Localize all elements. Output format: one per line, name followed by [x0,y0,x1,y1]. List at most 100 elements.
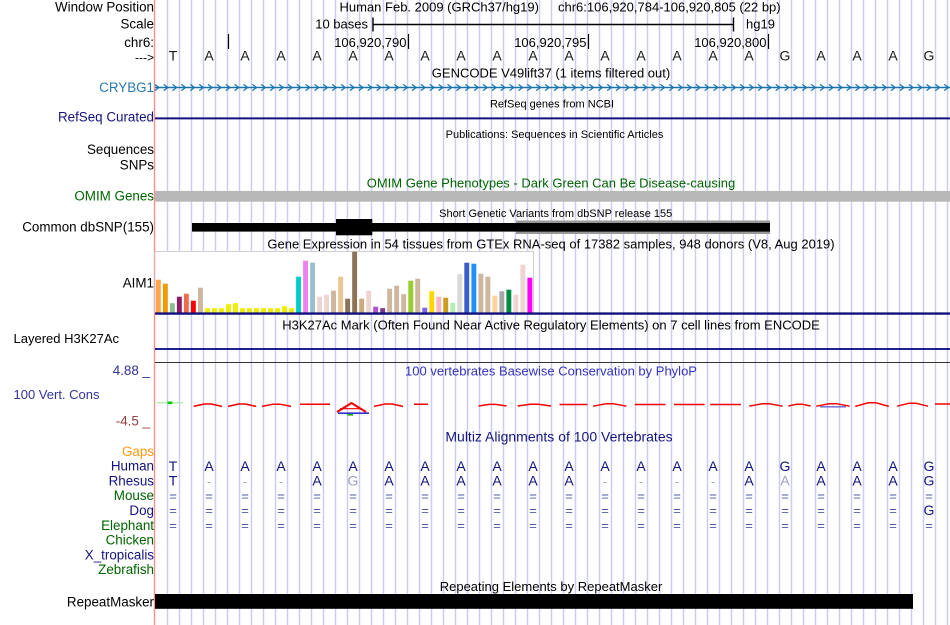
svg-text:A: A [564,473,574,489]
svg-text:chr6:106,920,784-106,920,805 (: chr6:106,920,784-106,920,805 (22 bp) [558,0,781,15]
svg-text:=: = [817,503,825,518]
svg-text:Gene Expression in 54 tissues: Gene Expression in 54 tissues from GTEx … [267,237,834,252]
svg-text:=: = [745,503,753,518]
svg-text:=: = [205,503,213,518]
svg-text:=: = [529,518,537,533]
svg-text:A: A [564,458,574,474]
svg-text:CRYBG1: CRYBG1 [99,80,154,95]
svg-text:A: A [492,473,502,489]
svg-text:-: - [603,475,607,489]
svg-text:OMIM Genes: OMIM Genes [74,189,154,204]
svg-text:=: = [781,488,789,503]
svg-text:=: = [169,518,177,533]
svg-text:=: = [673,518,681,533]
svg-text:=: = [817,518,825,533]
svg-text:Short Genetic Variants from db: Short Genetic Variants from dbSNP releas… [439,208,672,220]
svg-text:A: A [888,473,898,489]
svg-text:Scale: Scale [121,16,155,31]
svg-text:A: A [744,458,754,474]
svg-text:=: = [601,518,609,533]
svg-text:A: A [420,458,430,474]
svg-text:Sequences: Sequences [87,142,154,157]
svg-text:A: A [888,458,898,474]
svg-text:A: A [816,473,826,489]
svg-text:--->: ---> [135,51,154,65]
svg-text:-: - [675,475,679,489]
svg-text:=: = [925,518,933,533]
svg-text:A: A [852,458,862,474]
svg-text:A: A [384,47,394,63]
svg-text:A: A [888,47,898,63]
svg-text:=: = [709,503,717,518]
svg-text:G: G [924,458,935,474]
svg-text:OMIM Gene Phenotypes - Dark Gr: OMIM Gene Phenotypes - Dark Green Can Be… [367,176,736,191]
svg-text:=: = [277,503,285,518]
svg-text:=: = [493,488,501,503]
svg-text:A: A [312,458,322,474]
svg-text:T: T [169,473,178,489]
svg-text:=: = [637,503,645,518]
svg-text:A: A [204,47,214,63]
svg-text:A: A [672,458,682,474]
svg-text:GENCODE V49lift37 (1 items fil: GENCODE V49lift37 (1 items filtered out) [432,66,670,81]
svg-text:100 Vert. Cons: 100 Vert. Cons [14,387,100,402]
svg-text:Gaps: Gaps [122,444,154,459]
svg-text:=: = [889,488,897,503]
svg-text:G: G [780,47,791,63]
svg-text:A: A [528,458,538,474]
svg-text:=: = [349,503,357,518]
svg-text:A: A [852,47,862,63]
svg-text:G: G [924,47,935,63]
svg-text:X_tropicalis: X_tropicalis [85,547,155,562]
svg-text:A: A [744,47,754,63]
svg-text:=: = [565,503,573,518]
svg-text:Multiz Alignments of 100 Verte: Multiz Alignments of 100 Vertebrates [445,429,672,445]
svg-text:=: = [709,518,717,533]
svg-text:A: A [456,458,466,474]
svg-text:4.88 _: 4.88 _ [113,363,151,378]
svg-text:=: = [745,518,753,533]
svg-text:=: = [169,503,177,518]
svg-text:-: - [711,475,715,489]
svg-text:A: A [636,458,646,474]
svg-text:-4.5 _: -4.5 _ [116,414,151,429]
svg-text:Dog: Dog [129,503,154,518]
svg-text:A: A [312,47,322,63]
svg-text:A: A [384,458,394,474]
svg-text:G: G [348,473,359,489]
svg-text:A: A [384,473,394,489]
svg-text:=: = [781,503,789,518]
svg-text:=: = [889,503,897,518]
svg-text:Zebrafish: Zebrafish [98,562,154,577]
svg-text:Window Position: Window Position [55,0,154,15]
svg-text:=: = [241,518,249,533]
svg-text:=: = [421,518,429,533]
svg-text:A: A [348,458,358,474]
svg-text:=: = [169,488,177,503]
svg-text:A: A [708,47,718,63]
svg-text:=: = [601,488,609,503]
svg-text:=: = [241,503,249,518]
svg-text:A: A [240,458,250,474]
svg-text:=: = [817,488,825,503]
svg-text:=: = [457,518,465,533]
svg-text:=: = [457,503,465,518]
svg-text:AIM1: AIM1 [123,276,154,291]
svg-text:=: = [205,488,213,503]
svg-text:=: = [853,518,861,533]
svg-text:=: = [349,488,357,503]
svg-text:106,920,795: 106,920,795 [514,35,586,50]
svg-text:A: A [852,473,862,489]
svg-text:A: A [528,47,538,63]
svg-text:RepeatMasker: RepeatMasker [67,595,155,610]
svg-text:T: T [169,458,178,474]
svg-text:Publications: Sequences in Sci: Publications: Sequences in Scientific Ar… [446,129,664,141]
svg-text:G: G [924,473,935,489]
svg-text:G: G [780,458,791,474]
svg-text:A: A [672,47,682,63]
svg-text:A: A [492,458,502,474]
svg-text:=: = [529,503,537,518]
svg-text:=: = [313,518,321,533]
svg-text:=: = [637,518,645,533]
svg-text:Layered H3K27Ac: Layered H3K27Ac [14,331,120,346]
